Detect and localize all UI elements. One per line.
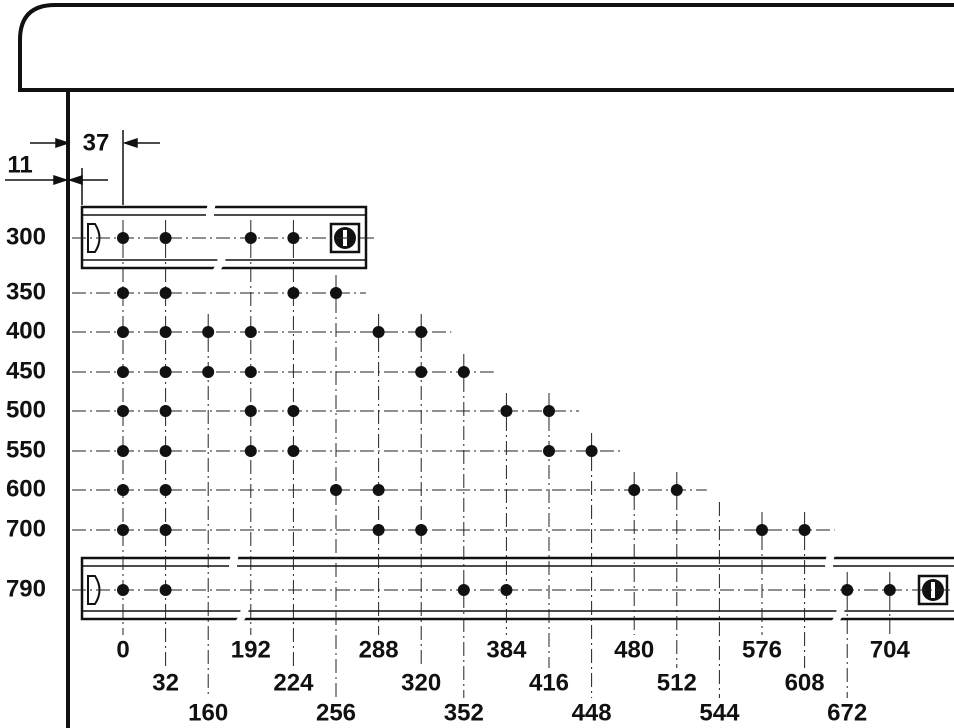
hole — [159, 584, 172, 596]
hole — [883, 584, 896, 596]
hole — [244, 405, 257, 417]
hole — [117, 405, 129, 417]
column-label: 416 — [529, 669, 569, 696]
hole — [117, 326, 129, 338]
column-label: 608 — [785, 669, 825, 696]
hole — [756, 524, 768, 536]
hole — [372, 326, 385, 338]
hole — [415, 366, 428, 378]
hole — [457, 366, 470, 378]
hole — [159, 524, 172, 536]
hole — [117, 445, 129, 457]
row-label: 500 — [6, 396, 46, 423]
hole — [117, 366, 129, 378]
row-label: 600 — [6, 475, 46, 502]
dimension-label: 37 — [83, 129, 110, 156]
column-label: 480 — [614, 636, 654, 663]
hole — [244, 326, 257, 338]
hole — [159, 484, 172, 496]
hole — [159, 287, 172, 299]
row-label: 400 — [6, 317, 46, 344]
hole — [330, 287, 342, 299]
row-label: 300 — [6, 223, 46, 250]
hole — [244, 445, 257, 457]
hole — [244, 232, 257, 244]
row-label: 700 — [6, 515, 46, 542]
hole — [415, 326, 428, 338]
hole — [372, 484, 385, 496]
hole — [244, 366, 257, 378]
column-label: 192 — [231, 636, 271, 663]
hole — [202, 366, 215, 378]
column-label: 352 — [444, 699, 484, 726]
hole — [287, 445, 300, 457]
hole — [117, 287, 129, 299]
row-label: 550 — [6, 436, 46, 463]
column-label: 0 — [116, 636, 129, 663]
column-label: 160 — [188, 699, 228, 726]
dimension-label: 11 — [7, 151, 32, 178]
column-label: 320 — [401, 669, 441, 696]
bottom-runner — [80, 555, 954, 622]
dimension-lines — [5, 130, 160, 205]
row-label: 790 — [6, 575, 46, 602]
hole — [500, 405, 513, 417]
column-label: 576 — [742, 636, 782, 663]
hole — [202, 326, 215, 338]
column-label: 512 — [657, 669, 697, 696]
cabinet-top — [18, 3, 954, 92]
column-label: 224 — [273, 669, 314, 696]
column-label: 32 — [152, 669, 179, 696]
column-label: 448 — [572, 699, 612, 726]
column-label: 256 — [316, 699, 356, 726]
hole — [159, 366, 172, 378]
column-label: 672 — [827, 699, 867, 726]
hole — [117, 524, 129, 536]
hole — [543, 405, 555, 417]
hole — [798, 524, 811, 536]
hole — [117, 584, 129, 596]
column-label: 544 — [699, 699, 740, 726]
hole — [841, 584, 854, 596]
column-label: 704 — [870, 636, 911, 663]
column-label: 288 — [359, 636, 399, 663]
hole — [372, 524, 385, 536]
hole — [287, 405, 300, 417]
hole — [117, 232, 129, 244]
hole — [159, 405, 172, 417]
hole — [287, 287, 300, 299]
hole — [330, 484, 342, 496]
hole — [415, 524, 428, 536]
row-label: 350 — [6, 278, 46, 305]
hole — [159, 326, 172, 338]
hole — [287, 232, 300, 244]
hole — [159, 445, 172, 457]
hole — [543, 445, 555, 457]
hole — [628, 484, 641, 496]
hole — [457, 584, 470, 596]
hole — [500, 584, 513, 596]
hole — [585, 445, 598, 457]
hole — [670, 484, 683, 496]
hole — [159, 232, 172, 244]
row-label: 450 — [6, 357, 46, 384]
column-label: 384 — [486, 636, 527, 663]
hole — [117, 484, 129, 496]
